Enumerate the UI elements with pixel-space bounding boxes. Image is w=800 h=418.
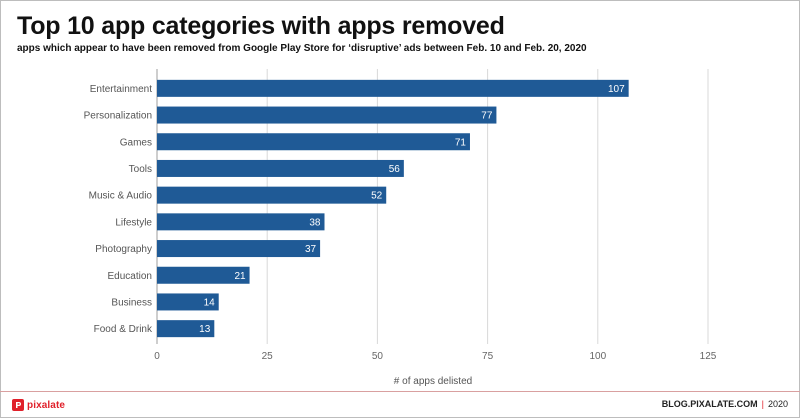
bar bbox=[157, 79, 629, 97]
chart-subtitle: apps which appear to have been removed f… bbox=[17, 43, 587, 54]
bar bbox=[157, 293, 219, 311]
x-axis-label: # of apps delisted bbox=[394, 376, 472, 387]
value-label: 56 bbox=[389, 164, 401, 175]
category-label: Photography bbox=[95, 244, 152, 255]
value-label: 107 bbox=[608, 84, 625, 95]
category-label: Education bbox=[108, 271, 152, 282]
value-label: 14 bbox=[204, 297, 216, 308]
category-label: Music & Audio bbox=[89, 191, 153, 202]
category-label: Games bbox=[120, 137, 152, 148]
value-label: 21 bbox=[234, 271, 246, 282]
pixalate-logo-icon bbox=[12, 399, 24, 411]
value-label: 13 bbox=[199, 324, 211, 335]
bar bbox=[157, 133, 470, 151]
footer-year: 2020 bbox=[767, 399, 788, 409]
bar bbox=[157, 213, 325, 231]
logo-text: pixalate bbox=[27, 399, 66, 411]
footer-site-link[interactable]: BLOG.PIXALATE.COM bbox=[661, 399, 758, 409]
bar bbox=[157, 186, 387, 204]
footer-divider bbox=[0, 391, 800, 392]
bar-chart: 0 25 50 75 100 125 Entertainment 107 Personaliza… bbox=[84, 69, 717, 387]
x-tick-label: 50 bbox=[372, 351, 384, 362]
category-label: Personalization bbox=[84, 111, 152, 122]
bar bbox=[157, 159, 404, 177]
category-label: Food & Drink bbox=[94, 324, 153, 335]
bar bbox=[157, 106, 497, 124]
x-tick-label: 25 bbox=[262, 351, 274, 362]
chart-title: Top 10 app categories with apps removed bbox=[17, 12, 505, 40]
bar bbox=[157, 266, 250, 284]
category-label: Entertainment bbox=[90, 84, 152, 95]
pixalate-logo: pixalate bbox=[12, 398, 65, 412]
footer-separator: | bbox=[761, 399, 764, 409]
footer-credit: BLOG.PIXALATE.COM | 2020 bbox=[662, 399, 788, 409]
x-tick-label: 75 bbox=[482, 351, 494, 362]
value-label: 38 bbox=[309, 217, 321, 228]
value-label: 52 bbox=[371, 191, 383, 202]
x-tick-label: 100 bbox=[589, 351, 606, 362]
value-label: 77 bbox=[481, 111, 493, 122]
category-label: Tools bbox=[129, 164, 152, 175]
value-label: 37 bbox=[305, 244, 317, 255]
value-label: 71 bbox=[455, 137, 467, 148]
bar bbox=[157, 320, 215, 338]
category-label: Business bbox=[111, 297, 152, 308]
bar bbox=[157, 240, 321, 258]
category-label: Lifestyle bbox=[115, 217, 152, 228]
x-tick-label: 125 bbox=[700, 351, 717, 362]
x-tick-label: 0 bbox=[154, 351, 160, 362]
